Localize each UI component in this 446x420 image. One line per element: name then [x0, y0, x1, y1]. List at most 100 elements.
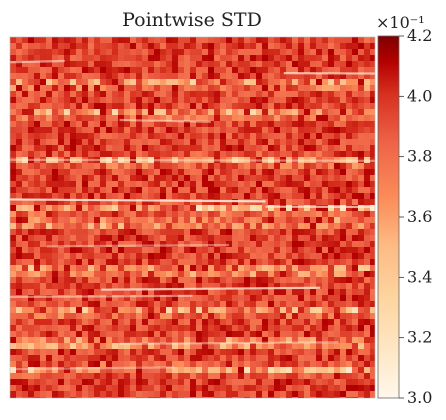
heatmap-cell [316, 127, 323, 134]
heatmap-cell [280, 145, 287, 152]
heatmap-cell [34, 133, 41, 140]
heatmap-cell [340, 247, 347, 254]
heatmap-cell [328, 373, 335, 380]
heatmap-cell [220, 205, 227, 212]
heatmap-cell [322, 55, 329, 62]
heatmap-cell [154, 127, 161, 134]
heatmap-cell [358, 199, 365, 206]
heatmap-cell [286, 397, 293, 398]
heatmap-cell [40, 205, 47, 212]
heatmap-cell [136, 175, 143, 182]
heatmap-cell [46, 373, 53, 380]
heatmap-cell [190, 379, 197, 386]
heatmap-cell [310, 163, 317, 170]
heatmap-cell [160, 325, 167, 332]
heatmap-cell [262, 91, 269, 98]
heatmap-cell [154, 79, 161, 86]
heatmap-cell [112, 265, 119, 272]
heatmap-cell [76, 361, 83, 368]
heatmap-cell [232, 391, 239, 398]
heatmap-cell [190, 319, 197, 326]
heatmap-cell [352, 103, 359, 110]
heatmap-cell [64, 67, 71, 74]
heatmap-cell [202, 391, 209, 398]
heatmap-cell [172, 193, 179, 200]
heatmap-cell [268, 379, 275, 386]
heatmap-cell [346, 319, 353, 326]
heatmap-cell [64, 337, 71, 344]
heatmap-cell [172, 127, 179, 134]
heatmap-cell [106, 397, 113, 398]
heatmap-cell [124, 139, 131, 146]
heatmap-cell [286, 103, 293, 110]
heatmap-cell [100, 301, 107, 308]
heatmap-cell [34, 43, 41, 50]
heatmap-cell [286, 301, 293, 308]
heatmap-cell [136, 121, 143, 128]
heatmap-cell [214, 85, 221, 92]
heatmap-cell [190, 127, 197, 134]
heatmap-cell [232, 127, 239, 134]
heatmap-cell [250, 109, 257, 116]
heatmap-cell [94, 247, 101, 254]
heatmap-cell [232, 259, 239, 266]
heatmap-cell [370, 295, 375, 302]
heatmap-cell [184, 79, 191, 86]
heatmap-cell [328, 271, 335, 278]
heatmap-cell [286, 97, 293, 104]
heatmap-cell [196, 91, 203, 98]
heatmap-cell [40, 199, 47, 206]
heatmap-cell [34, 175, 41, 182]
heatmap-cell [250, 211, 257, 218]
heatmap-cell [298, 61, 305, 68]
heatmap-cell [226, 187, 233, 194]
heatmap-cell [274, 61, 281, 68]
heatmap-cell [52, 253, 59, 260]
heatmap-cell [112, 367, 119, 374]
heatmap-cell [142, 397, 149, 398]
heatmap-cell [76, 295, 83, 302]
heatmap-cell [304, 193, 311, 200]
heatmap-cell [286, 349, 293, 356]
heatmap-cell [244, 301, 251, 308]
heatmap-cell [82, 55, 89, 62]
heatmap-cell [232, 217, 239, 224]
heatmap-cell [328, 289, 335, 296]
heatmap-cell [100, 109, 107, 116]
heatmap-cell [70, 169, 77, 176]
heatmap-cell [34, 355, 41, 362]
heatmap-cell [220, 85, 227, 92]
heatmap-cell [322, 43, 329, 50]
heatmap-cell [274, 241, 281, 248]
heatmap-cell [286, 241, 293, 248]
heatmap-cell [262, 289, 269, 296]
heatmap-cell [10, 277, 17, 284]
heatmap-cell [340, 181, 347, 188]
heatmap-cell [310, 43, 317, 50]
heatmap-cell [220, 295, 227, 302]
heatmap-cell [268, 385, 275, 392]
heatmap-cell [262, 355, 269, 362]
heatmap-cell [88, 115, 95, 122]
heatmap-cell [226, 289, 233, 296]
heatmap-cell [370, 127, 375, 134]
heatmap-cell [52, 103, 59, 110]
heatmap-cell [304, 61, 311, 68]
heatmap-cell [22, 211, 29, 218]
heatmap-cell [70, 295, 77, 302]
heatmap-cell [88, 67, 95, 74]
heatmap-cell [352, 217, 359, 224]
heatmap-cell [34, 223, 41, 230]
heatmap-cell [148, 343, 155, 350]
heatmap-cell [268, 139, 275, 146]
heatmap-cell [100, 367, 107, 374]
heatmap-cell [100, 199, 107, 206]
heatmap-cell [88, 55, 95, 62]
heatmap-cell [262, 379, 269, 386]
heatmap-cell [358, 115, 365, 122]
heatmap-cell [34, 49, 41, 56]
heatmap-cell [160, 193, 167, 200]
heatmap-cell [22, 229, 29, 236]
heatmap-cell [364, 85, 371, 92]
heatmap-cell [70, 37, 77, 44]
